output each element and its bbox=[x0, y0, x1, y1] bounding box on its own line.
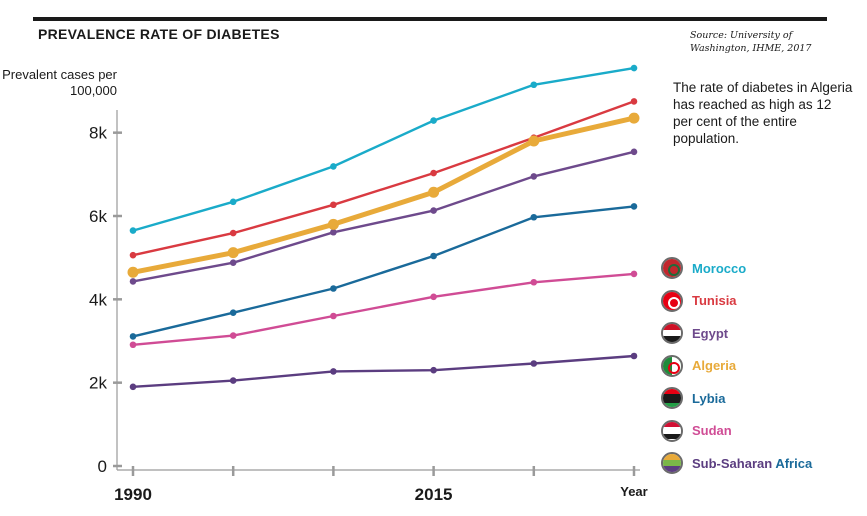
legend-item: Lybia bbox=[661, 385, 725, 411]
data-point-morocco bbox=[229, 198, 237, 206]
data-point-sudan bbox=[229, 332, 237, 339]
legend-label-part: Morocco bbox=[692, 260, 747, 276]
data-point-egypt bbox=[630, 148, 638, 156]
legend-item: Egypt bbox=[661, 320, 728, 346]
data-point-algeria bbox=[528, 135, 540, 147]
legend-label-part: Sub-Saharan bbox=[692, 455, 776, 471]
data-point-sub-saharan-africa bbox=[229, 377, 237, 384]
annotation-note: The rate of diabetes in Algeria has reac… bbox=[673, 80, 853, 146]
x-tick-label: 2015 bbox=[415, 485, 453, 504]
data-point-sub-saharan-africa bbox=[530, 360, 538, 367]
legend-label-part: Tunisia bbox=[692, 293, 737, 308]
data-point-algeria bbox=[428, 186, 440, 198]
data-point-lybia bbox=[630, 203, 638, 210]
y-tick-label: 2k bbox=[89, 374, 107, 393]
libya-flag-icon bbox=[661, 387, 683, 409]
x-axis-label: Year bbox=[620, 484, 647, 499]
data-point-tunisia bbox=[330, 201, 337, 209]
data-point-sub-saharan-africa bbox=[630, 352, 638, 360]
series-line-morocco bbox=[132, 66, 635, 232]
legend-item: Sub-Saharan Africa bbox=[661, 450, 812, 476]
y-axis-label: Prevalent cases per 100,000 bbox=[2, 67, 117, 98]
top-rule bbox=[33, 17, 827, 21]
legend-label-part: Lybia bbox=[692, 390, 726, 406]
algeria-flag-icon bbox=[661, 354, 683, 377]
data-point-egypt bbox=[129, 278, 137, 285]
morocco-flag-icon bbox=[661, 257, 683, 279]
legend-label: Sudan bbox=[692, 423, 732, 438]
data-point-sudan bbox=[430, 293, 437, 301]
data-point-lybia bbox=[129, 333, 137, 340]
data-point-morocco bbox=[630, 64, 638, 72]
x-tick-label: 1990 bbox=[114, 485, 152, 504]
data-point-egypt bbox=[330, 228, 337, 236]
legend-label-part: Egypt bbox=[692, 325, 729, 341]
data-point-morocco bbox=[430, 117, 437, 124]
data-point-sub-saharan-africa bbox=[129, 383, 137, 391]
data-point-tunisia bbox=[129, 251, 137, 259]
legend-label-part: Algeria bbox=[692, 358, 737, 373]
data-point-lybia bbox=[430, 252, 437, 260]
data-point-lybia bbox=[229, 309, 237, 316]
data-point-egypt bbox=[430, 207, 437, 214]
data-point-sudan bbox=[630, 270, 638, 278]
data-point-sub-saharan-africa bbox=[330, 368, 337, 375]
legend-label: Egypt bbox=[692, 326, 728, 341]
y-tick-label: 0 bbox=[98, 457, 107, 476]
series-line-algeria bbox=[132, 115, 635, 275]
legend-label: Tunisia bbox=[692, 293, 737, 308]
legend-item: Algeria bbox=[661, 353, 736, 379]
legend-label-part: Sudan bbox=[692, 423, 732, 438]
data-point-sudan bbox=[330, 312, 337, 320]
sub-saharan-africa-icon bbox=[661, 452, 683, 474]
legend-item: Sudan bbox=[661, 418, 732, 444]
legend-label: Lybia bbox=[692, 391, 725, 406]
egypt-flag-icon bbox=[661, 322, 683, 344]
series-line-tunisia bbox=[132, 100, 635, 257]
legend-label-part: Africa bbox=[775, 455, 813, 471]
chart-title: PREVALENCE RATE OF DIABETES bbox=[38, 26, 280, 42]
data-point-egypt bbox=[229, 259, 237, 266]
data-point-algeria bbox=[628, 112, 640, 124]
legend-label: Algeria bbox=[692, 358, 736, 373]
series-line-lybia bbox=[132, 205, 635, 338]
data-point-sub-saharan-africa bbox=[430, 366, 437, 374]
data-point-algeria bbox=[227, 247, 239, 259]
data-point-algeria bbox=[327, 218, 339, 230]
data-point-morocco bbox=[129, 227, 137, 234]
data-point-lybia bbox=[330, 285, 337, 292]
data-point-egypt bbox=[530, 173, 538, 180]
series-line-egypt bbox=[132, 150, 635, 283]
data-point-tunisia bbox=[630, 98, 638, 105]
legend-item: Tunisia bbox=[661, 288, 737, 314]
data-point-tunisia bbox=[430, 169, 437, 177]
source-note: Source: University of Washington, IHME, … bbox=[690, 30, 812, 54]
legend-item: Morocco bbox=[661, 255, 746, 281]
y-tick-label: 8k bbox=[89, 124, 107, 143]
data-point-tunisia bbox=[229, 229, 237, 237]
series-line-sub-saharan-africa bbox=[132, 354, 635, 388]
tunisia-flag-icon bbox=[661, 289, 683, 312]
data-point-sudan bbox=[530, 278, 538, 286]
data-point-sudan bbox=[129, 341, 137, 349]
data-point-algeria bbox=[127, 266, 139, 278]
data-point-morocco bbox=[330, 163, 337, 170]
legend-label: Sub-Saharan Africa bbox=[692, 456, 812, 471]
data-point-morocco bbox=[530, 81, 538, 89]
data-point-lybia bbox=[530, 213, 538, 221]
series-line-sudan bbox=[132, 272, 635, 346]
sudan-flag-icon bbox=[661, 419, 683, 442]
y-tick-label: 4k bbox=[89, 290, 107, 309]
legend-label: Morocco bbox=[692, 261, 746, 276]
y-tick-label: 6k bbox=[89, 207, 107, 226]
